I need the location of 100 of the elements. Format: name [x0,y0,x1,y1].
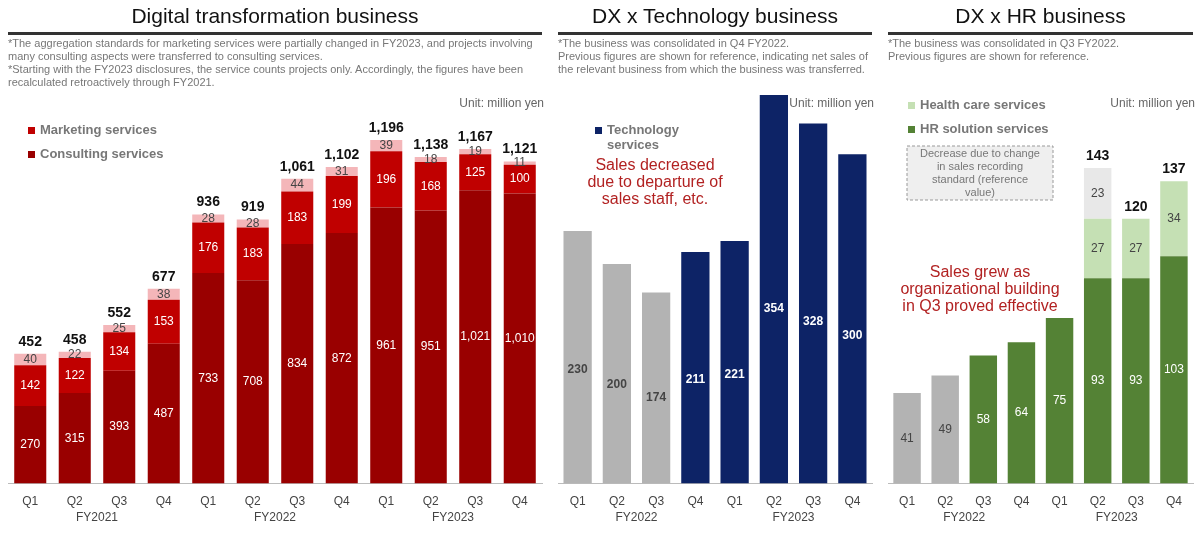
total-label: 552 [107,303,132,320]
bar [58,358,91,394]
data-label: 41 [900,430,915,445]
bar [1007,342,1036,484]
bar [969,355,998,484]
annotation: Sales grew as organizational building in Q3 proved effective [900,263,1060,315]
data-label: 174 [646,389,667,404]
x-tick-label: Q1 [726,494,743,509]
legend-label: Marketing services [40,121,158,137]
x-tick-label: Q2 [937,494,954,509]
bar [236,280,269,484]
data-label: 75 [1052,393,1067,408]
total-label: 919 [241,198,265,215]
x-tick-label: Q1 [1051,494,1068,509]
data-label: 708 [242,374,264,389]
bar [1083,218,1112,279]
x-tick-label: Q4 [687,494,704,509]
bar [370,151,403,208]
bar [1122,218,1150,279]
total-label: 677 [152,267,176,284]
x-tick-label: Q1 [569,494,586,509]
chart-title: DX x HR business [954,4,1127,28]
data-label: 22 [68,347,82,362]
data-label: 134 [109,343,130,358]
data-label: 125 [465,164,486,179]
data-label: 199 [331,196,353,211]
data-label: 315 [64,430,86,445]
bar [759,95,789,484]
total-label: 143 [1086,146,1110,163]
x-tick-label: Q2 [244,494,262,509]
bar [325,233,358,484]
data-label: 28 [201,210,216,225]
text: FY2023 [1095,509,1139,524]
chart-subtitle: *The aggregation standards for marketing services were partially changed in FY2023, and projects involving many consulting aspects were transferred to consulting services. *Starting with the FY2023 disclosures, the service counts projects only. Accordingly, the figures have been recalculated retroactively through FY2021. [8,37,534,89]
bar [681,251,710,484]
total-label: 1,102 [324,145,360,162]
x-tick-label: Q2 [422,494,440,509]
data-label: 142 [20,377,41,392]
x-tick-label: Q4 [844,494,861,509]
bar [1083,278,1112,484]
annotation: Decrease due to change in sales recording standard (reference value) [920,146,1040,198]
bar [325,175,358,234]
data-label: 49 [938,421,953,436]
data-label: 733 [198,370,219,385]
data-label: 23 [1091,185,1105,200]
bar [14,365,47,407]
bar [893,393,921,484]
bar [414,210,447,484]
data-label: 31 [335,163,349,178]
bar [236,227,269,281]
bar [192,222,225,274]
bar [503,193,536,484]
bar [103,370,136,484]
bar [602,264,632,484]
data-label: 153 [153,314,175,329]
bar [1160,256,1188,484]
bar [370,207,403,484]
data-label: 300 [842,327,863,342]
annotation: Sales decreased due to departure of sales staff, etc. [587,156,724,208]
data-label: 393 [109,419,130,434]
data-label: 230 [567,362,588,377]
text: FY2023 [431,509,475,524]
data-label: 93 [1129,373,1143,388]
data-label: 27 [1129,240,1143,255]
data-label: 354 [763,301,785,316]
x-tick-label: Q4 [511,494,529,509]
data-label: 58 [976,411,991,426]
bar [459,154,492,191]
x-tick-label: Q2 [608,494,626,509]
bar [58,393,91,484]
text: FY2022 [253,509,297,524]
data-label: 39 [379,137,394,152]
x-tick-label: Q2 [66,494,84,509]
data-label: 328 [803,313,824,328]
bar [103,332,136,371]
y-axis-title: Unit: million yen [789,96,874,110]
total-label: 452 [18,332,43,349]
x-tick-label: Q3 [805,494,822,509]
data-label: 44 [290,177,305,192]
x-tick-label: Q2 [1089,494,1107,509]
data-label: 27 [1091,240,1105,255]
x-tick-label: Q4 [333,494,351,509]
bar [931,375,959,484]
total-label: 1,138 [413,135,449,152]
data-label: 196 [376,171,397,186]
chart-title: Digital transformation business [130,4,420,28]
bar [642,292,671,484]
bar [147,343,180,484]
data-label: 64 [1014,405,1029,420]
data-label: 211 [685,371,706,386]
data-label: 270 [20,437,41,452]
data-label: 38 [157,286,171,301]
text: FY2022 [943,509,986,524]
bar [838,154,867,484]
chart-subtitle: *The business was consolidated in Q3 FY2022. Previous figures are shown for reference. [888,37,1121,63]
data-label: 872 [331,350,353,365]
bar [799,123,828,484]
legend-label: Consulting services [40,145,164,161]
bar [414,162,447,211]
x-tick-label: Q1 [22,494,39,509]
